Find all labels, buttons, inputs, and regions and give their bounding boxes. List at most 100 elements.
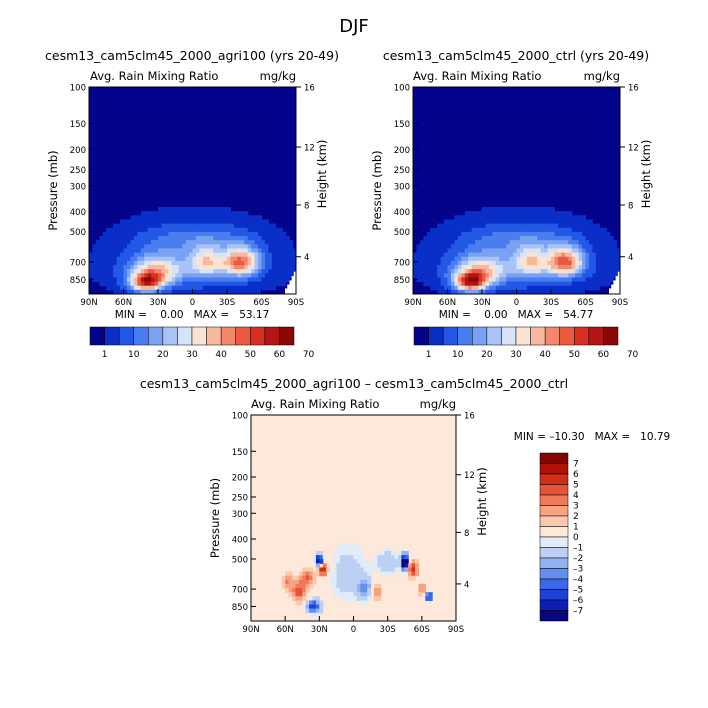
contour-cell [568, 211, 573, 216]
contour-cell [391, 567, 396, 573]
contour-cell [289, 260, 294, 266]
x-tick-label: 30N [149, 298, 166, 308]
contour-cell [302, 571, 307, 577]
contour-cell [509, 207, 514, 212]
contour-cell [568, 215, 573, 221]
contour-cell [485, 207, 490, 212]
contour-cell [240, 223, 245, 229]
contour-cell [102, 281, 107, 287]
contour-cell [109, 231, 114, 237]
contour-cell [95, 244, 100, 250]
contour-cell [285, 571, 290, 577]
contour-cell [502, 252, 507, 258]
contour-cell [161, 273, 166, 279]
contour-cell [516, 281, 521, 287]
contour-cell [530, 227, 535, 233]
contour-cell [182, 273, 187, 279]
contour-cell [113, 248, 118, 254]
contour-cell [450, 240, 455, 245]
contour-cell [140, 277, 145, 283]
contour-cell [227, 211, 232, 216]
contour-cell [113, 285, 118, 291]
contour-cell [140, 215, 145, 221]
contour-cell [220, 273, 225, 279]
contour-cell [440, 265, 445, 270]
contour-cell [233, 236, 238, 241]
contour-cell [444, 252, 449, 258]
contour-cell [571, 244, 576, 250]
contour-cell [526, 223, 531, 229]
contour-cell [343, 555, 348, 560]
contour-cell [485, 236, 490, 241]
contour-cell [126, 252, 131, 258]
contour-cell [582, 215, 587, 221]
colorbar-label: 40 [539, 350, 551, 360]
contour-cell [554, 273, 559, 279]
contour-cell [367, 575, 372, 581]
contour-cell [447, 236, 452, 241]
contour-cell [144, 248, 149, 254]
contour-cell [519, 223, 524, 229]
contour-cell [289, 248, 294, 254]
contour-cell [102, 260, 107, 266]
contour-cell [175, 240, 180, 245]
contour-cell [278, 269, 283, 274]
contour-cell [130, 277, 135, 283]
units-label: mg/kg [420, 397, 456, 411]
contour-cell [437, 277, 442, 283]
contour-cell [588, 244, 593, 250]
contour-cell [192, 219, 197, 225]
contour-cell [437, 273, 442, 279]
contour-cell [227, 269, 232, 274]
contour-cell [182, 236, 187, 241]
contour-cell [126, 223, 131, 229]
contour-cell [440, 252, 445, 258]
contour-cell [495, 277, 500, 283]
contour-cell [564, 240, 569, 245]
contour-cell [154, 252, 159, 258]
contour-cell [492, 265, 497, 270]
contour-cell [336, 563, 341, 569]
contour-cell [130, 289, 135, 294]
contour-cell [109, 244, 114, 250]
contour-cell [185, 215, 190, 221]
contour-cell [564, 211, 569, 216]
colorbar-swatch [515, 326, 531, 346]
contour-cell [363, 563, 368, 569]
contour-cell [519, 269, 524, 274]
contour-cell [353, 588, 358, 593]
contour-cell [468, 289, 473, 294]
contour-cell [292, 596, 297, 601]
contour-cell [530, 207, 535, 212]
contour-cell [271, 265, 276, 270]
contour-cell [523, 252, 528, 258]
contour-cell [513, 285, 518, 291]
contour-cell [206, 265, 211, 270]
contour-cell [227, 265, 232, 270]
contour-cell [450, 219, 455, 225]
contour-cell [346, 555, 351, 560]
contour-cell [360, 550, 365, 556]
contour-cell [168, 240, 173, 245]
contour-cell [282, 231, 287, 237]
contour-cell [478, 281, 483, 287]
contour-cell [292, 575, 297, 581]
contour-cell [454, 236, 459, 241]
contour-cell [394, 559, 399, 564]
contour-cell [123, 248, 128, 254]
contour-cell [464, 281, 469, 287]
contour-cell [468, 231, 473, 237]
contour-cell [526, 265, 531, 270]
contour-cell [499, 248, 504, 254]
contour-cell [175, 227, 180, 233]
contour-cell [109, 269, 114, 274]
contour-cell [502, 215, 507, 221]
contour-cell [312, 579, 317, 585]
contour-cell [206, 231, 211, 237]
contour-cell [233, 289, 238, 294]
x-tick-label: 60S [414, 625, 430, 635]
contour-cell [168, 269, 173, 274]
contour-cell [502, 211, 507, 216]
contour-cell [289, 244, 294, 250]
contour-cell [433, 281, 438, 287]
